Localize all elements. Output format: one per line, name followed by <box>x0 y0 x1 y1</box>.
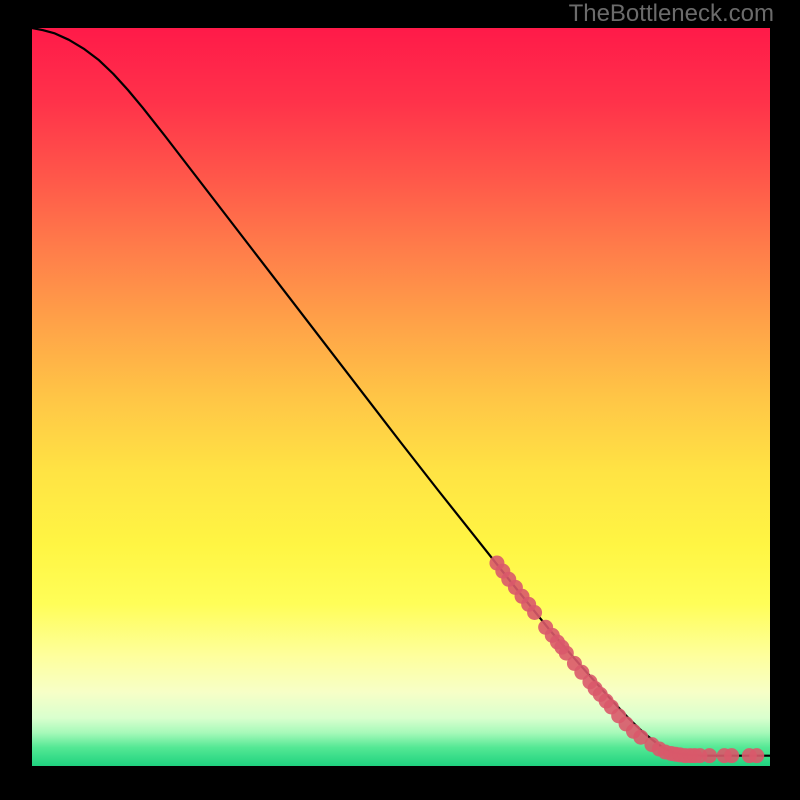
plot-svg <box>32 28 770 766</box>
data-marker <box>527 605 542 620</box>
data-marker <box>724 748 739 763</box>
plot-background <box>32 28 770 766</box>
plot-area <box>32 28 770 766</box>
watermark-text: TheBottleneck.com <box>569 0 774 28</box>
data-marker <box>702 748 717 763</box>
data-marker <box>749 748 764 763</box>
chart-stage: TheBottleneck.com <box>0 0 800 800</box>
